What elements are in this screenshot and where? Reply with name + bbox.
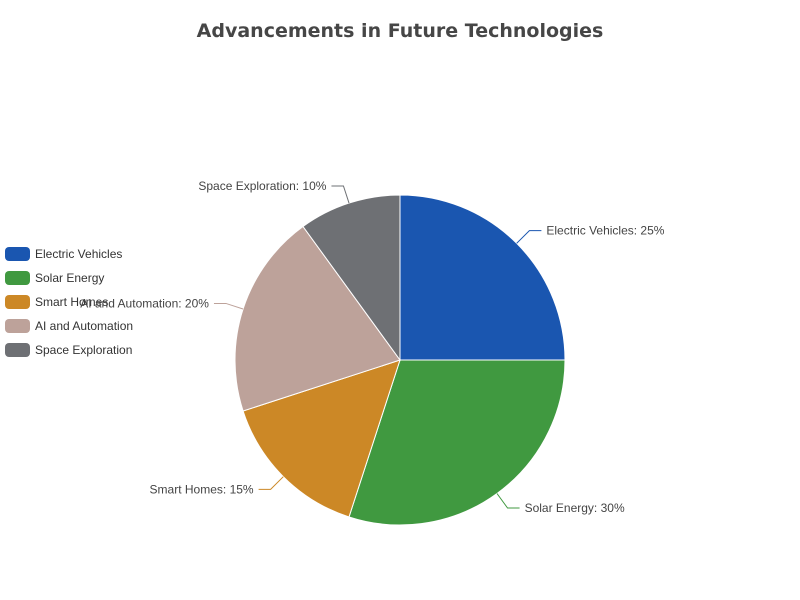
slice-label: Electric Vehicles: 25% [546, 224, 664, 238]
legend-label: Space Exploration [35, 343, 133, 357]
pie-slice-smart-homes[interactable] [242, 359, 401, 518]
legend: Electric Vehicles Solar Energy Smart Homes… [5, 242, 133, 362]
slice-label: Smart Homes: 15% [150, 482, 254, 496]
legend-item-electric-vehicles[interactable]: Electric Vehicles [5, 242, 133, 266]
legend-swatch [5, 247, 30, 261]
legend-label: Solar Energy [35, 271, 105, 285]
legend-item-smart-homes[interactable]: Smart Homes [5, 290, 133, 314]
label-leader-line [496, 493, 520, 509]
legend-item-ai-and-automation[interactable]: AI and Automation [5, 314, 133, 338]
legend-swatch [5, 319, 30, 333]
label-leader-line [516, 230, 542, 244]
pie-slice-electric-vehicles[interactable] [399, 194, 566, 361]
slice-label: AI and Automation: 20% [80, 296, 209, 310]
slice-label: Space Exploration: 10% [198, 179, 326, 193]
label-leader-line [331, 185, 350, 204]
pie-slice-solar-energy[interactable] [348, 359, 566, 526]
chart-title: Advancements in Future Technologies [196, 20, 604, 42]
slice-label: Solar Energy: 30% [525, 501, 625, 515]
label-leader-line [258, 476, 284, 490]
legend-label: Smart Homes [35, 295, 109, 309]
legend-item-solar-energy[interactable]: Solar Energy [5, 266, 133, 290]
legend-swatch [5, 295, 30, 309]
legend-swatch [5, 271, 30, 285]
label-leader-line [213, 302, 244, 310]
legend-swatch [5, 343, 30, 357]
legend-item-space-exploration[interactable]: Space Exploration [5, 338, 133, 362]
legend-label: Electric Vehicles [35, 247, 123, 261]
legend-label: AI and Automation [35, 319, 134, 333]
